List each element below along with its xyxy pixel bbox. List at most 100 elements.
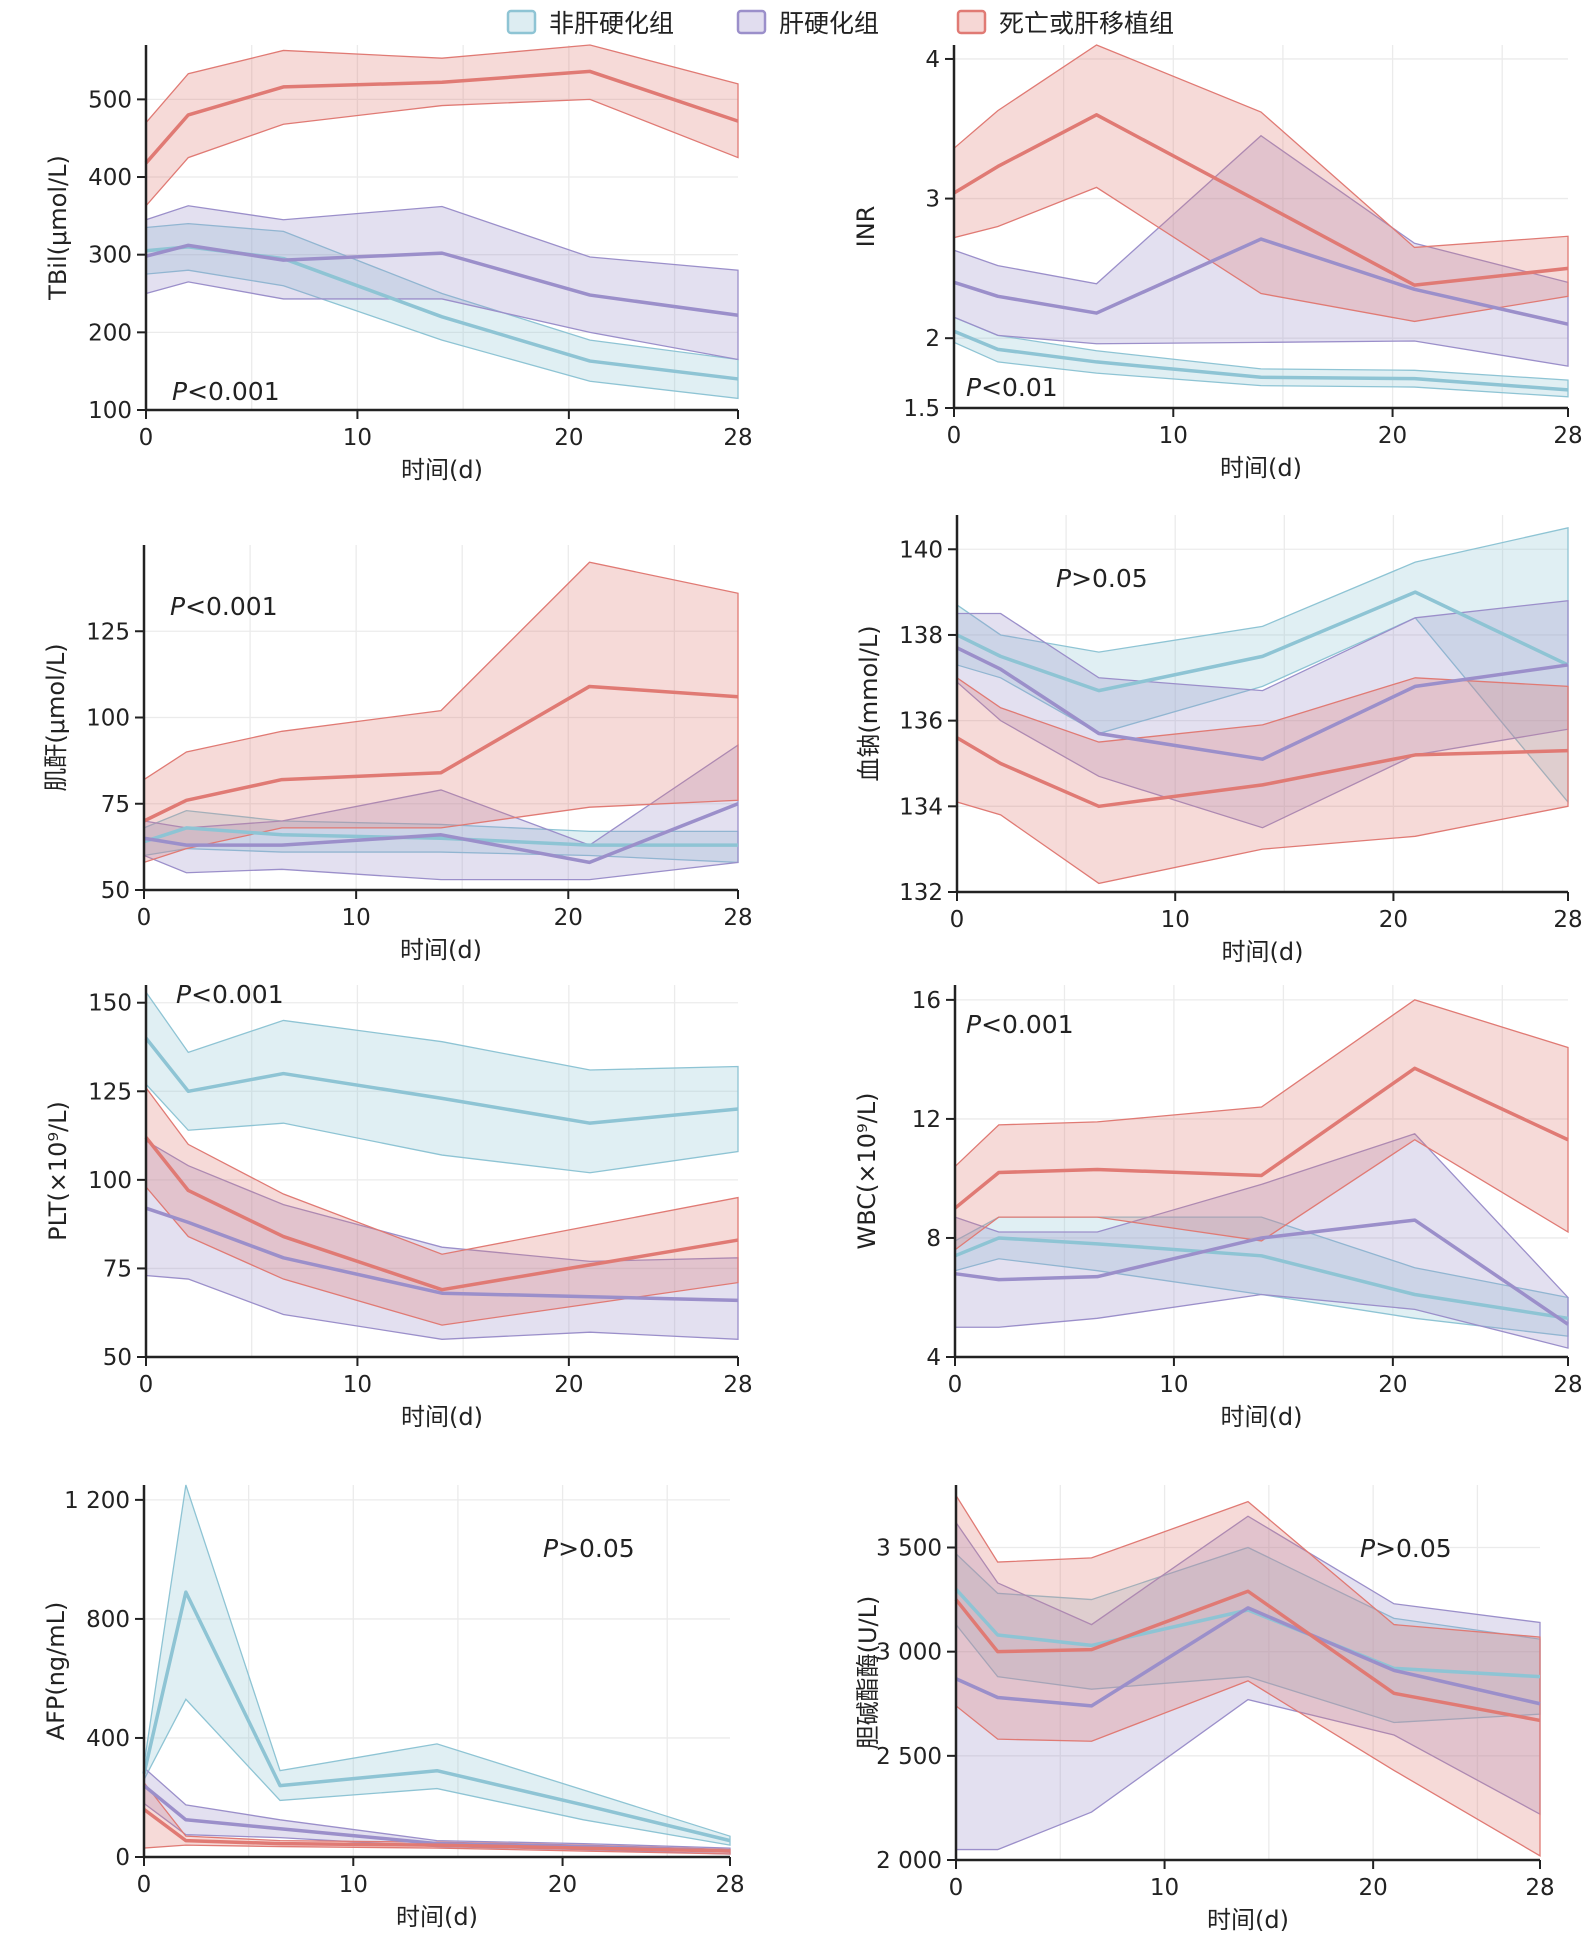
x-axis-label: 时间(d) [1222,938,1304,966]
y-tick-label: 125 [88,1079,132,1105]
x-tick-label: 28 [723,425,752,451]
x-tick-label: 28 [715,1872,744,1898]
y-tick-label: 3 [925,187,940,213]
y-tick-label: 132 [899,880,943,906]
y-tick-label: 3 000 [876,1640,942,1666]
x-tick-label: 0 [949,1875,964,1901]
series-line-death-transplant [956,736,1569,809]
legend-swatch-non-cirrhosis [506,9,537,35]
band-death-transplant [145,44,739,208]
chart-tbil: 0 10 20 28 100 200 300 400 500 时间(d) TBil(μmol/L) P… [44,44,753,484]
x-tick-label: 0 [948,1372,963,1398]
x-axis-label: 时间(d) [1207,1906,1289,1934]
y-tick-label: 134 [899,794,943,820]
x-tick-label: 0 [950,907,965,933]
legend-label-death-transplant: 死亡或肝移植组 [999,9,1174,38]
p-value-annotation: P<0.001 [966,1010,1074,1039]
x-axis-label: 时间(d) [401,456,483,484]
band-death-transplant [143,1780,731,1855]
p-value-annotation: P>0.05 [543,1534,635,1563]
y-tick-label: 400 [88,165,132,191]
x-tick-label: 20 [1378,423,1407,449]
x-axis-label: 时间(d) [401,1403,483,1431]
y-tick-label: 2 [925,326,940,352]
series-line-death-transplant [142,1807,731,1853]
p-value-annotation: P>0.05 [1360,1534,1452,1563]
series-line-death-transplant [144,1136,739,1292]
series-line-non-cirrhosis [953,329,1569,392]
y-axis-label: WBC(×10⁹/L) [853,1093,881,1250]
legend: 非肝硬化组 肝硬化组 死亡或肝移植组 [506,9,1174,38]
y-axis-label: 胆碱酯酶(U/L) [854,1596,882,1750]
p-value-annotation: P<0.001 [172,377,280,406]
series-line-non-cirrhosis [144,1037,739,1125]
series-line-death-transplant [953,113,1569,287]
y-tick-label: 800 [86,1607,130,1633]
band-death-transplant [955,1493,1541,1857]
x-tick-label: 28 [1553,1372,1582,1398]
y-tick-label: 125 [86,619,130,645]
series-line-non-cirrhosis [143,826,738,847]
x-tick-label: 0 [139,425,154,451]
y-axis-label: TBil(μmol/L) [44,155,72,301]
y-tick-label: 3 500 [876,1536,942,1562]
band-death-transplant [956,676,1569,885]
x-tick-label: 10 [339,1872,368,1898]
x-tick-label: 10 [343,425,372,451]
band-cirrhosis [145,1139,739,1340]
y-tick-label: 100 [88,398,132,424]
series-line-cirrhosis [143,802,739,865]
series-line-cirrhosis [953,237,1569,326]
y-tick-label: 0 [115,1845,130,1871]
x-axis-label: 时间(d) [1221,1403,1303,1431]
series-line-non-cirrhosis [954,1587,1541,1679]
x-tick-label: 28 [1525,1875,1554,1901]
legend-swatch-death-transplant [956,9,987,35]
y-axis-label: INR [852,206,880,248]
y-axis-label: 血钠(mmol/L) [855,625,883,781]
y-tick-label: 8 [926,1226,941,1252]
p-value-annotation: P>0.05 [1056,564,1148,593]
x-tick-label: 20 [554,905,583,931]
x-tick-label: 0 [139,1372,154,1398]
band-death-transplant [143,561,739,864]
y-axis-label: PLT(×10⁹/L) [44,1101,72,1241]
y-tick-label: 2 500 [876,1744,942,1770]
chart-creatinine: 0 10 20 28 50 75 100 125 时间(d) 肌酐(μmol/L) P<0.001 [42,545,753,964]
y-tick-label: 150 [88,991,132,1017]
y-tick-label: 4 [926,1345,941,1371]
y-tick-label: 16 [912,988,941,1014]
y-tick-label: 136 [899,709,943,735]
x-tick-label: 0 [137,905,152,931]
series-line-death-transplant [954,1589,1541,1723]
x-tick-label: 0 [947,423,962,449]
x-tick-label: 0 [137,1872,152,1898]
series-line-death-transplant [144,69,739,165]
series-line-cirrhosis [954,1218,1569,1326]
chart-sodium: 0 10 20 28 132 134 136 138 140 时间(d) 血钠(mmol/L) P>0… [855,515,1583,966]
y-tick-label: 75 [101,792,130,818]
x-tick-label: 10 [343,1372,372,1398]
y-axis-label: 肌酐(μmol/L) [42,643,70,791]
series-line-cirrhosis [956,646,1569,761]
series-line-death-transplant [143,684,739,823]
x-tick-label: 10 [342,905,371,931]
chart-wbc: 0 10 20 28 4 8 12 16 时间(d) WBC(×10⁹/L) P<0.001 [853,985,1583,1431]
y-tick-label: 1 200 [64,1488,130,1514]
y-tick-label: 1.5 [903,396,940,422]
x-tick-label: 10 [1159,1372,1188,1398]
y-tick-label: 12 [912,1107,941,1133]
x-tick-label: 20 [1359,1875,1388,1901]
y-tick-label: 50 [103,1345,132,1371]
chart-inr: 0 10 20 28 1.5 2 3 4 时间(d) INR P<0.01 [852,44,1583,482]
x-tick-label: 20 [1378,1372,1407,1398]
series-line-cirrhosis [955,1606,1541,1708]
p-value-annotation: P<0.001 [176,980,284,1009]
x-tick-label: 10 [1161,907,1190,933]
x-tick-label: 28 [723,1372,752,1398]
x-tick-label: 10 [1159,423,1188,449]
y-tick-label: 2 000 [876,1848,942,1874]
series-line-cirrhosis [145,1206,739,1303]
x-tick-label: 20 [554,425,583,451]
